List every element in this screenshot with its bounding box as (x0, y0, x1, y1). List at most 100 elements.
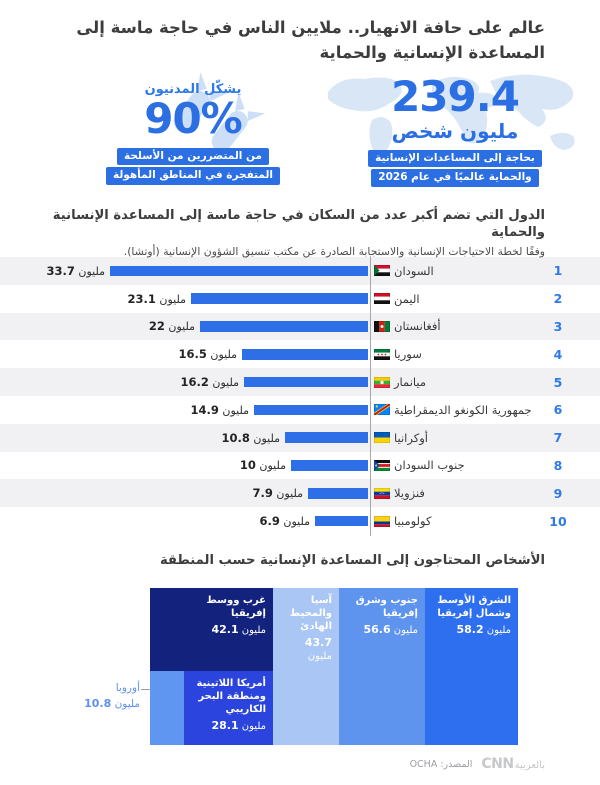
chart-rows: 33.7 مليون السودان 1 23.1 مليون اليمن 2 22 ملي… (0, 257, 600, 535)
region-value: 58.2 مليون (456, 623, 511, 636)
bar-zone: 23.1 مليون (0, 292, 368, 306)
bar-zone: 6.9 مليون (0, 514, 368, 528)
europe-connector-line (141, 689, 151, 691)
country-name: سوريا (394, 347, 422, 362)
value-bar (315, 515, 368, 527)
civilians-lead: يشكّل المدنيون (144, 82, 242, 97)
region-value: 43.7 مليون (304, 636, 332, 663)
treemap-cell-europe (150, 671, 184, 745)
region-name: غرب ووسط إفريقيا (206, 595, 266, 619)
country-name: جنوب السودان (394, 458, 465, 473)
ranking-row-1: 33.7 مليون السودان 1 (0, 257, 600, 285)
ranking-row-7: 10.8 مليون أوكرانيا 7 (0, 423, 600, 452)
ranking-row-8: 10 مليون جنوب السودان 8 (0, 452, 600, 480)
bar-value-label: 7.9 مليون (252, 486, 304, 501)
rank-number: 2 (553, 291, 563, 307)
regions-section-header: الأشخاص المحتاجون إلى المساعدة الإنسانية… (20, 552, 545, 569)
country-name: أفغانستان (394, 319, 441, 334)
region-name: آسيا والمحيط الهادئ (289, 595, 332, 632)
value-bar (200, 321, 368, 332)
treemap-cell-sea: جنوب وشرق إفريقيا 56.6 مليون (339, 588, 425, 745)
ranking-row-5: 16.2 مليون ميانمار 5 (0, 368, 600, 396)
chart-baseline (370, 256, 372, 536)
country-name: ميانمار (394, 375, 427, 390)
country-name: جمهورية الكونغو الديمقراطية (394, 402, 532, 417)
value-bar (110, 265, 368, 277)
people-in-need-note-line-2: والحماية عالميًا في عام 2026 (371, 169, 539, 187)
rank-number: 10 (549, 513, 567, 529)
value-bar (242, 349, 368, 360)
bar-zone: 10 مليون (0, 458, 368, 472)
ranking-row-2: 23.1 مليون اليمن 2 (0, 285, 600, 313)
rank-number: 4 (553, 346, 563, 362)
value-bar (308, 488, 368, 499)
value-bar (254, 404, 368, 416)
country-name: السودان (394, 263, 434, 278)
syria-flag-icon (374, 348, 390, 360)
country-bar-chart: 33.7 مليون السودان 1 23.1 مليون اليمن 2 22 ملي… (0, 256, 600, 536)
ranking-row-4: 16.5 مليون سوريا 4 (0, 340, 600, 368)
value-bar (191, 293, 368, 304)
rank-number: 1 (553, 263, 563, 279)
sudan-flag-icon (374, 265, 390, 277)
country-name: اليمن (394, 291, 420, 306)
ranking-section-header: الدول التي تضم أكبر عدد من السكان في حاج… (20, 207, 545, 258)
ranking-row-9: 7.9 مليون فنزويلا 9 (0, 479, 600, 508)
people-in-need-note-line-1: بحاجة إلى المساعدات الإنسانية (368, 149, 542, 168)
civilians-stat: يشكّل المدنيون 90% من المتضررين من الأسل… (78, 82, 308, 185)
country-name: فنزويلا (394, 486, 425, 501)
country-name: أوكرانيا (394, 430, 428, 445)
bombs-decoration-icon (173, 72, 266, 152)
colombia-flag-icon (374, 515, 390, 527)
bar-value-label: 16.2 مليون (180, 375, 240, 390)
civilians-note-line-2: المتفجرة في المناطق المأهولة (105, 167, 281, 185)
europe-name: أوروبا (115, 682, 140, 694)
region-value: 56.6 مليون (363, 623, 418, 636)
value-bar (291, 460, 368, 471)
rank-number: 3 (553, 318, 563, 334)
afghanistan-flag-icon (374, 320, 390, 332)
region-value: 42.1 مليون (211, 623, 266, 636)
bar-value-label: 23.1 مليون (127, 291, 187, 306)
treemap-cell-asia: آسيا والمحيط الهادئ 43.7 مليون (273, 588, 339, 745)
drcongo-flag-icon (372, 402, 392, 418)
source-credit: المصدر: OCHA (409, 758, 473, 770)
region-name: أمريكا اللاتينية ومنطقة البحر الكاريبي (196, 678, 267, 715)
yemen-flag-icon (374, 293, 390, 305)
people-in-need-note: بحاجة إلى المساعدات الإنسانية والحماية ع… (330, 148, 580, 187)
ukraine-flag-icon (374, 432, 390, 444)
treemap-cell-latam: أمريكا اللاتينية ومنطقة البحر الكاريبي 28… (184, 671, 273, 745)
europe-value: 10.8 مليون (84, 696, 140, 710)
civilians-note: من المتضررين من الأسلحة المتفجرة في المن… (78, 146, 308, 185)
value-bar (244, 376, 368, 388)
regions-title: الأشخاص المحتاجون إلى المساعدة الإنسانية… (159, 553, 545, 568)
region-value: 28.1 مليون (211, 719, 266, 732)
civilians-note-line-1: من المتضررين من الأسلحة (116, 147, 269, 166)
rank-number: 8 (553, 457, 563, 473)
civilians-value: 90% (144, 94, 243, 143)
ranking-row-3: 22 مليون أفغانستان 3 (0, 312, 600, 341)
people-in-need-stat: 239.4 مليون شخص بحاجة إلى المساعدات الإن… (330, 72, 580, 187)
treemap-cell-mena: الشرق الأوسط وشمال إفريقيا 58.2 مليون (425, 588, 518, 745)
bar-value-label: 6.9 مليون (259, 514, 311, 529)
ranking-row-6: 14.9 مليون جمهورية الكونغو الديمقراطية 6 (0, 396, 600, 424)
ranking-title: الدول التي تضم أكبر عدد من السكان في حاج… (52, 208, 545, 241)
rank-number: 5 (553, 374, 563, 390)
rank-number: 9 (553, 485, 563, 501)
region-name: الشرق الأوسط وشمال إفريقيا (437, 595, 511, 619)
bar-value-label: 10 مليون (239, 458, 286, 473)
bar-zone: 16.2 مليون (0, 375, 368, 389)
bar-zone: 10.8 مليون (0, 431, 368, 445)
bar-value-label: 16.5 مليون (178, 347, 238, 362)
cnn-arabic-logo: CNN بالعربية (481, 756, 545, 772)
regions-treemap: الشرق الأوسط وشمال إفريقيا 58.2 مليون جنوب… (150, 588, 518, 745)
people-in-need-unit: مليون شخص (391, 118, 519, 143)
world-map-decoration-icon (328, 74, 575, 156)
people-in-need-value: 239.4 (391, 72, 520, 121)
value-bar (285, 432, 368, 443)
page-title: عالم على حافة الانهيار.. ملايين الناس في… (76, 18, 545, 62)
rank-number: 7 (553, 430, 563, 446)
bar-zone: 33.7 مليون (0, 264, 368, 278)
bar-value-label: 10.8 مليون (221, 430, 281, 445)
